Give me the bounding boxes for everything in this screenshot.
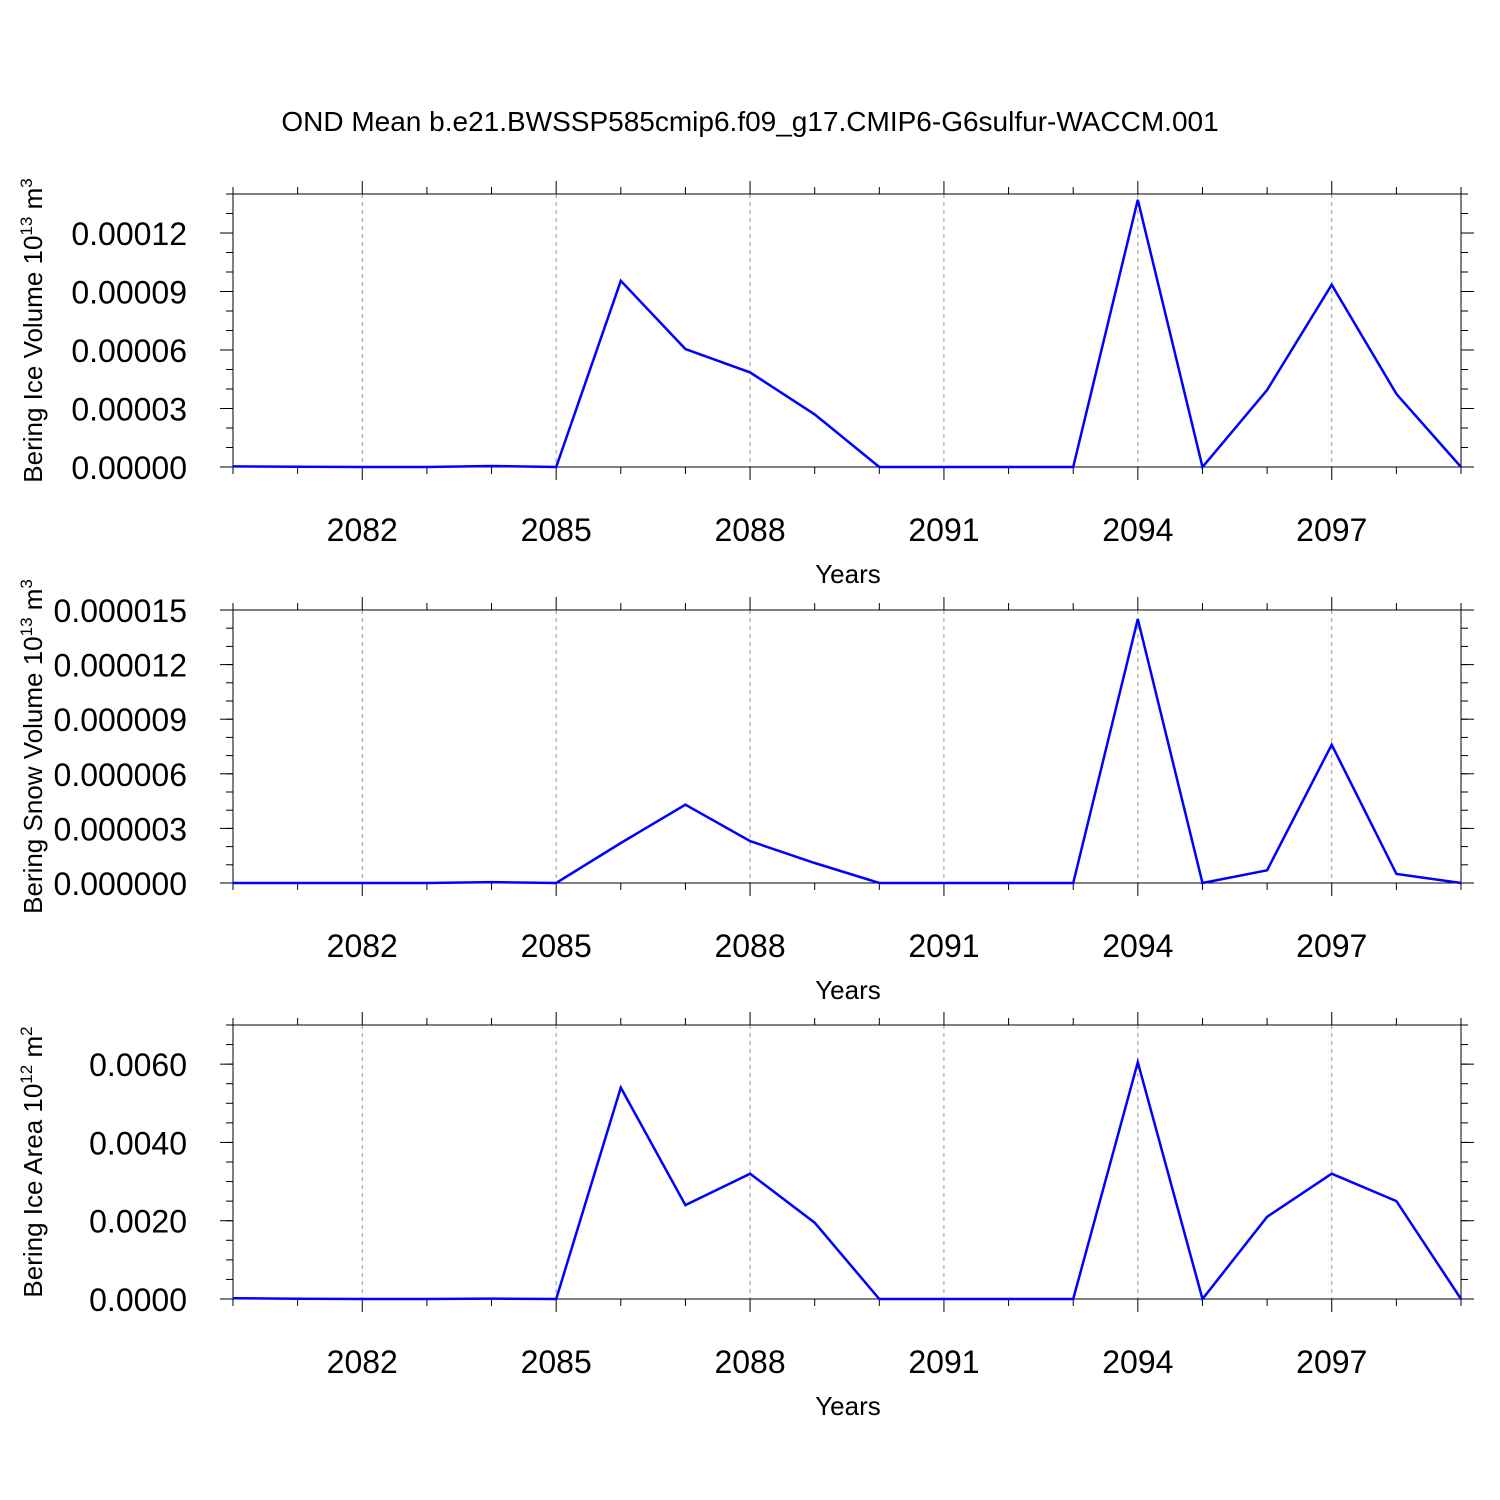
y-tick-label: 0.00009 (71, 275, 187, 311)
x-tick-label: 2088 (714, 1344, 785, 1380)
x-tick-label: 2085 (521, 1344, 592, 1380)
y-tick-label: 0.000003 (54, 811, 187, 847)
panel-2: 0.000000 0.000003 0.000006 0.000009 0.000012… (17, 579, 1474, 1005)
y-axis-title: Bering Ice Area 1012 m2 (17, 1026, 48, 1297)
y-tick-label: 0.00000 (71, 450, 187, 486)
y-tick-label: 0.000006 (54, 757, 187, 793)
y-tick-label: 0.00003 (71, 392, 187, 428)
x-tick-label: 2088 (714, 928, 785, 964)
chart-panels: 0.00000 0.00003 0.00006 0.00009 0.00012 2082 2… (17, 178, 1474, 1421)
y-tick-label: 0.00012 (71, 216, 187, 252)
y-tick-label: 0.000015 (54, 593, 187, 629)
x-tick-label: 2094 (1102, 512, 1173, 548)
x-tick-label: 2085 (521, 928, 592, 964)
y-tick-label: 0.0020 (89, 1204, 187, 1240)
x-tick-label: 2082 (327, 512, 398, 548)
panel-1: 0.00000 0.00003 0.00006 0.00009 0.00012 2082 2… (17, 178, 1474, 589)
y-tick-label: 0.00006 (71, 333, 187, 369)
x-tick-label: 2097 (1296, 928, 1367, 964)
series-line (232, 1057, 1463, 1302)
x-tick-label: 2097 (1296, 1344, 1367, 1380)
x-tick-label: 2094 (1102, 928, 1173, 964)
x-axis-title: Years (815, 1391, 881, 1421)
x-tick-label: 2091 (908, 512, 979, 548)
panel-3: 0.0000 0.0020 0.0040 0.0060 2082 2085 2088 2091… (17, 1012, 1474, 1421)
x-tick-label: 2082 (327, 928, 398, 964)
y-tick-label: 0.0040 (89, 1125, 187, 1161)
y-tick-label: 0.000009 (54, 702, 187, 738)
x-tick-label: 2085 (521, 512, 592, 548)
series-line (232, 199, 1462, 470)
y-axis-title: Bering Snow Volume 1013 m3 (17, 579, 48, 914)
plot-frame (232, 609, 1462, 884)
x-tick-label: 2097 (1296, 512, 1367, 548)
chart-title: OND Mean b.e21.BWSSP585cmip6.f09_g17.CMI… (281, 106, 1218, 137)
x-axis-title: Years (815, 975, 881, 1005)
x-tick-label: 2094 (1102, 1344, 1173, 1380)
y-tick-label: 0.0060 (89, 1047, 187, 1083)
y-tick-label: 0.000012 (54, 648, 187, 684)
x-tick-label: 2091 (908, 1344, 979, 1380)
x-axis-title: Years (815, 559, 881, 589)
plot-frame (232, 1024, 1462, 1300)
x-tick-label: 2088 (714, 512, 785, 548)
y-axis-title: Bering Ice Volume 1013 m3 (17, 178, 48, 482)
series-line (233, 618, 1462, 885)
y-tick-label: 0.0000 (89, 1282, 187, 1318)
x-tick-label: 2091 (908, 928, 979, 964)
y-tick-label: 0.000000 (54, 866, 187, 902)
x-tick-label: 2082 (327, 1344, 398, 1380)
plot-frame (232, 193, 1462, 468)
